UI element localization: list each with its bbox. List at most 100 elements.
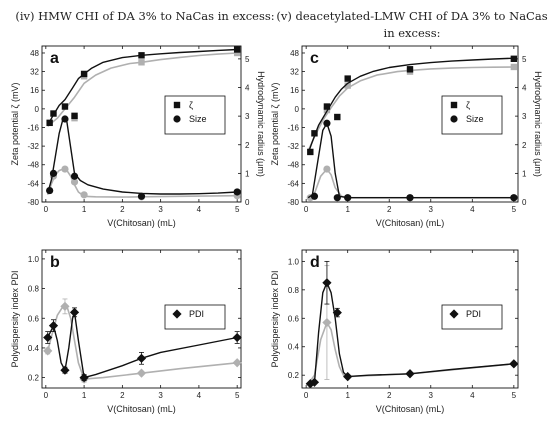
- x-tick-label: 5: [512, 391, 517, 400]
- panel-letter: b: [50, 254, 60, 271]
- y-right-tick-label: 0: [522, 198, 527, 207]
- left-column-title: (iv) HMW CHI of DA 3% to NaCas in excess…: [15, 9, 274, 23]
- right-column-title-line1: (v) deacetylated-LMW CHI of DA 3% to NaC…: [276, 9, 547, 23]
- data-point: [406, 194, 414, 202]
- panel-letter: a: [50, 50, 59, 67]
- legend-label: Size: [466, 114, 484, 124]
- x-tick-label: 4: [197, 391, 202, 400]
- x-tick-label: 5: [235, 205, 240, 214]
- data-point: [322, 278, 332, 288]
- data-point: [61, 103, 69, 110]
- y-tick-label: 48: [30, 49, 39, 58]
- x-tick-label: 0: [44, 205, 49, 214]
- y-tick-label: 32: [290, 68, 299, 77]
- data-point: [343, 372, 353, 382]
- panel-letter: c: [310, 50, 319, 67]
- y-tick-label: -64: [27, 179, 39, 188]
- data-point: [344, 194, 352, 202]
- y-axis-label: Polydispersity index PDI: [270, 270, 280, 367]
- y-tick-label: 0.6: [28, 314, 40, 323]
- data-point: [510, 63, 518, 71]
- y-axis-label: Polydispersity index PDI: [10, 270, 20, 367]
- legend-label: Size: [189, 114, 207, 124]
- data-point: [136, 368, 147, 378]
- y-right-tick-label: 0: [245, 198, 250, 207]
- x-tick-label: 4: [470, 205, 475, 214]
- data-point: [233, 46, 241, 53]
- data-point: [60, 301, 70, 311]
- x-axis-label: V(Chitosan) (mL): [107, 218, 176, 228]
- legend-label: ζ: [189, 100, 193, 110]
- x-tick-label: 2: [387, 205, 392, 214]
- x-axis-label: V(Chitosan) (mL): [107, 404, 176, 414]
- plot-frame: [41, 45, 242, 203]
- data-point: [71, 112, 78, 120]
- plot-frame: [41, 249, 242, 389]
- panel-letter: d: [310, 254, 320, 271]
- data-point: [405, 369, 415, 379]
- y-tick-label: 48: [290, 49, 299, 58]
- data-point: [61, 165, 69, 173]
- data-point: [43, 332, 53, 343]
- data-point: [138, 52, 145, 59]
- data-point: [509, 359, 519, 369]
- data-point: [69, 307, 80, 317]
- panel-a: 0 1 2 3 4 5 -80 -64 -48 -32 -16 0 16 32 48 0 1 2 3 4 5 V(Chit…: [10, 45, 266, 228]
- y-tick-label: -80: [287, 198, 299, 207]
- data-point: [80, 70, 88, 78]
- data-point: [333, 194, 341, 202]
- x-tick-label: 2: [120, 391, 125, 400]
- y-tick-label: -16: [27, 123, 39, 132]
- data-point: [510, 55, 518, 63]
- legend-marker: [172, 309, 182, 319]
- series-line: [47, 115, 238, 195]
- x-tick-label: 1: [345, 205, 350, 214]
- y-tick-label: 0.8: [28, 285, 40, 294]
- data-point: [406, 66, 414, 73]
- legend-marker: [450, 101, 458, 109]
- data-point: [232, 332, 242, 343]
- y-tick-label: 16: [30, 86, 39, 95]
- panel-d: 0 1 2 3 4 5 0.2 0.4 0.6 0.8 1.0 V(Chitosan) (mL) Pol…: [270, 249, 519, 414]
- data-point: [322, 317, 332, 328]
- legend-box: [441, 304, 503, 330]
- x-tick-label: 2: [120, 205, 125, 214]
- data-point: [334, 113, 341, 121]
- y-axis-label: Zeta potential ζ (mV): [10, 82, 20, 165]
- y-tick-label: -32: [287, 142, 299, 151]
- data-point: [46, 119, 53, 127]
- data-point: [43, 346, 53, 356]
- data-point: [323, 165, 331, 173]
- plot-frame: [301, 249, 519, 389]
- x-tick-label: 3: [158, 205, 163, 214]
- x-tick-label: 2: [387, 391, 392, 400]
- x-tick-label: 1: [82, 205, 87, 214]
- x-tick-label: 5: [235, 391, 240, 400]
- data-point: [137, 192, 146, 200]
- y-axis-right-label: Hydrodynamic radius (μm): [256, 71, 266, 177]
- y-tick-label: 0.8: [288, 286, 300, 295]
- data-point: [510, 194, 518, 202]
- x-tick-label: 3: [158, 391, 163, 400]
- y-tick-label: 1.0: [28, 255, 40, 264]
- y-tick-label: 0.4: [28, 344, 40, 353]
- y-tick-label: 16: [290, 86, 299, 95]
- data-point: [136, 353, 147, 363]
- data-point: [61, 115, 69, 123]
- data-point: [323, 119, 331, 127]
- legend-box: [164, 304, 226, 330]
- y-tick-label: 0.4: [288, 343, 300, 352]
- y-right-tick-label: 3: [522, 112, 527, 121]
- data-point: [311, 130, 318, 137]
- data-point: [50, 110, 57, 117]
- legend-label: ζ: [466, 100, 470, 110]
- series-line: [47, 311, 238, 379]
- legend-marker: [450, 115, 458, 123]
- data-point: [70, 178, 79, 186]
- series-line: [307, 122, 514, 199]
- y-tick-label: 0: [295, 105, 300, 114]
- data-point: [305, 379, 315, 389]
- data-point: [46, 186, 54, 195]
- x-tick-label: 0: [304, 205, 309, 214]
